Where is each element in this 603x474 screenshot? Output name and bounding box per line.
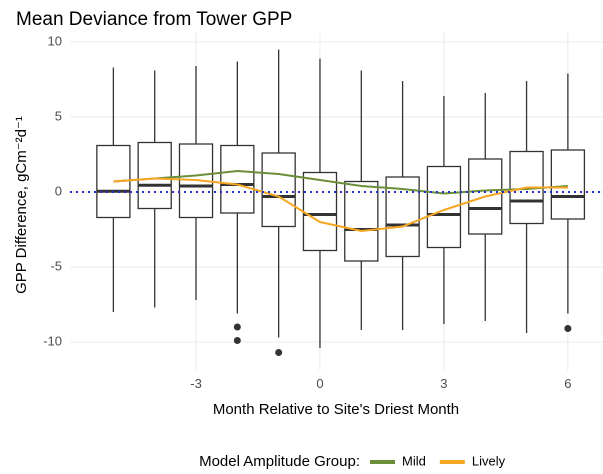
box — [137, 141, 172, 210]
legend-label: Mild — [402, 453, 426, 468]
box — [220, 144, 255, 214]
x-tick-label: 3 — [440, 376, 447, 391]
legend-title: Model Amplitude Group: — [199, 453, 360, 470]
box — [302, 171, 338, 252]
outlier — [233, 337, 241, 344]
y-axis-label: GPP Difference, gCm⁻²d⁻¹ — [13, 116, 30, 294]
box — [261, 152, 296, 228]
outlier — [275, 349, 283, 356]
legend-label: Lively — [472, 453, 506, 468]
y-tick-label: -5 — [50, 258, 62, 273]
x-axis-label: Month Relative to Site's Driest Month — [213, 401, 459, 418]
box — [550, 149, 586, 220]
series-line — [113, 177, 568, 233]
y-tick-label: 10 — [48, 33, 62, 48]
y-tick-label: -10 — [43, 333, 62, 348]
x-tick-label: -3 — [190, 376, 202, 391]
outlier — [564, 325, 572, 332]
y-tick-label: 0 — [55, 183, 62, 198]
x-tick-label: 6 — [564, 376, 571, 391]
box — [344, 180, 379, 262]
y-tick-label: 5 — [55, 108, 62, 123]
x-tick-label: 0 — [316, 376, 323, 391]
series-line — [113, 169, 568, 195]
outlier — [233, 323, 241, 331]
chart-title: Mean Deviance from Tower GPP — [16, 9, 292, 30]
